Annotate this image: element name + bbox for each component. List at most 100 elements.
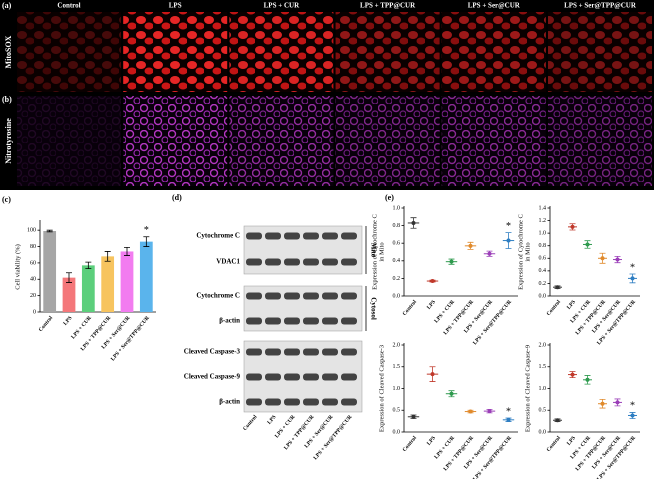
blot-band	[246, 348, 262, 356]
y-tick-label: 2.0	[539, 342, 547, 348]
error-bar	[569, 223, 576, 231]
y-tick-label: 20	[30, 293, 36, 299]
column-header: Control	[57, 2, 80, 10]
blot-band	[265, 232, 281, 240]
y-tick-label: 2.0	[393, 342, 401, 348]
column-header: LPS + Ser@CUR	[468, 2, 521, 10]
blot-row-label: Cytochrome C	[196, 292, 240, 300]
significance-mark: *	[506, 221, 511, 232]
x-tick-label: LPS	[566, 435, 577, 447]
column-header: LPS + TPP@CUR	[360, 2, 416, 10]
y-tick-label: 0.6	[539, 256, 547, 262]
y-axis-label: in Mito	[524, 242, 531, 261]
panel-label: (c)	[2, 195, 11, 204]
blot-band	[246, 317, 262, 325]
y-tick-label: 0.8	[539, 243, 547, 249]
error-bar	[85, 261, 92, 270]
column-header: LPS + CUR	[264, 2, 300, 10]
y-tick-label: 0.0	[539, 429, 547, 435]
blot-band	[303, 348, 319, 356]
y-tick-label: 1.5	[539, 364, 547, 370]
error-bar	[614, 255, 621, 264]
error-bar	[554, 418, 561, 422]
error-bar	[429, 279, 436, 283]
y-tick-label: 0.4	[539, 268, 547, 274]
error-bar	[46, 229, 53, 233]
y-axis-label: Expression of Cytochrome C	[517, 214, 524, 290]
panel-label: (b)	[2, 95, 12, 104]
error-bar	[569, 371, 576, 379]
bar	[81, 265, 95, 312]
y-axis-label: Expression of Cleaved Caspase-9	[524, 345, 531, 432]
error-bar	[448, 258, 455, 265]
blot-band	[303, 258, 319, 266]
significance-mark: *	[506, 406, 511, 417]
blot-band	[322, 348, 338, 356]
nitrotyrosine-cells	[441, 96, 546, 186]
y-tick-label: 0.6	[393, 241, 401, 247]
error-bar	[599, 252, 606, 264]
error-bar	[124, 246, 130, 256]
x-tick-label: Control	[402, 435, 419, 453]
mitosox-cells	[548, 12, 652, 92]
group-label: Mito	[369, 243, 377, 258]
blot-band	[303, 373, 319, 381]
error-bar	[584, 375, 591, 385]
error-bar	[66, 272, 72, 283]
panel-label: (d)	[172, 193, 182, 202]
error-bar	[104, 251, 111, 262]
y-tick-label: 0	[33, 309, 36, 315]
blot-band	[303, 317, 319, 325]
blot-band	[265, 317, 281, 325]
blot-category: Control	[242, 414, 259, 432]
blot-category: LPS + Ser@TPP@CUR	[313, 413, 355, 461]
blot-band	[265, 373, 281, 381]
nitrotyrosine-cells	[123, 96, 228, 186]
nitrotyrosine-cells	[229, 96, 334, 186]
y-tick-label: 100	[27, 228, 36, 234]
blot-band	[341, 258, 357, 266]
panel-label: (e)	[385, 193, 394, 202]
column-header: LPS	[169, 2, 182, 10]
y-tick-label: 0.5	[393, 408, 401, 414]
row-label: MitoSOX	[4, 35, 13, 68]
blot-band	[246, 373, 262, 381]
blot-band	[284, 348, 300, 356]
y-tick-label: 40	[30, 277, 36, 283]
blot-band	[341, 232, 357, 240]
y-tick-label: 0.8	[393, 223, 401, 229]
y-tick-label: 1.0	[393, 386, 401, 392]
blot-band	[265, 258, 281, 266]
blot-band	[284, 317, 300, 325]
blot-band	[246, 258, 262, 266]
blot-row-label: VDAC1	[216, 258, 240, 266]
y-tick-label: 0.2	[393, 276, 401, 282]
y-tick-label: 0.4	[393, 258, 401, 264]
blot-band	[284, 373, 300, 381]
blot-band	[284, 258, 300, 266]
column-header: LPS + Ser@TPP@CUR	[564, 2, 637, 10]
y-tick-label: 1.0	[393, 205, 401, 211]
x-tick-label: LPS	[62, 315, 73, 327]
blot-band	[322, 232, 338, 240]
mitosox-cells	[335, 12, 440, 92]
nitrotyrosine-cells	[335, 96, 440, 186]
y-tick-label: 1.0	[539, 386, 547, 392]
blot-band	[341, 373, 357, 381]
blot-category: LPS	[266, 414, 277, 426]
x-tick-label: LPS	[426, 299, 437, 311]
error-bar	[554, 285, 561, 289]
blot-row-label: Cleaved Caspase-3	[184, 348, 241, 356]
blot-row-label: β-actin	[219, 317, 240, 325]
x-tick-label: LPS + Ser@TPP@CUR	[472, 298, 514, 346]
y-tick-label: 80	[30, 244, 36, 250]
error-bar	[505, 232, 512, 249]
blot-band	[322, 373, 338, 381]
y-axis-label: Cell viability (%)	[14, 244, 21, 290]
y-tick-label: 0.0	[539, 293, 547, 299]
blot-band	[246, 292, 262, 300]
error-bar	[584, 240, 591, 249]
error-bar	[629, 412, 636, 419]
